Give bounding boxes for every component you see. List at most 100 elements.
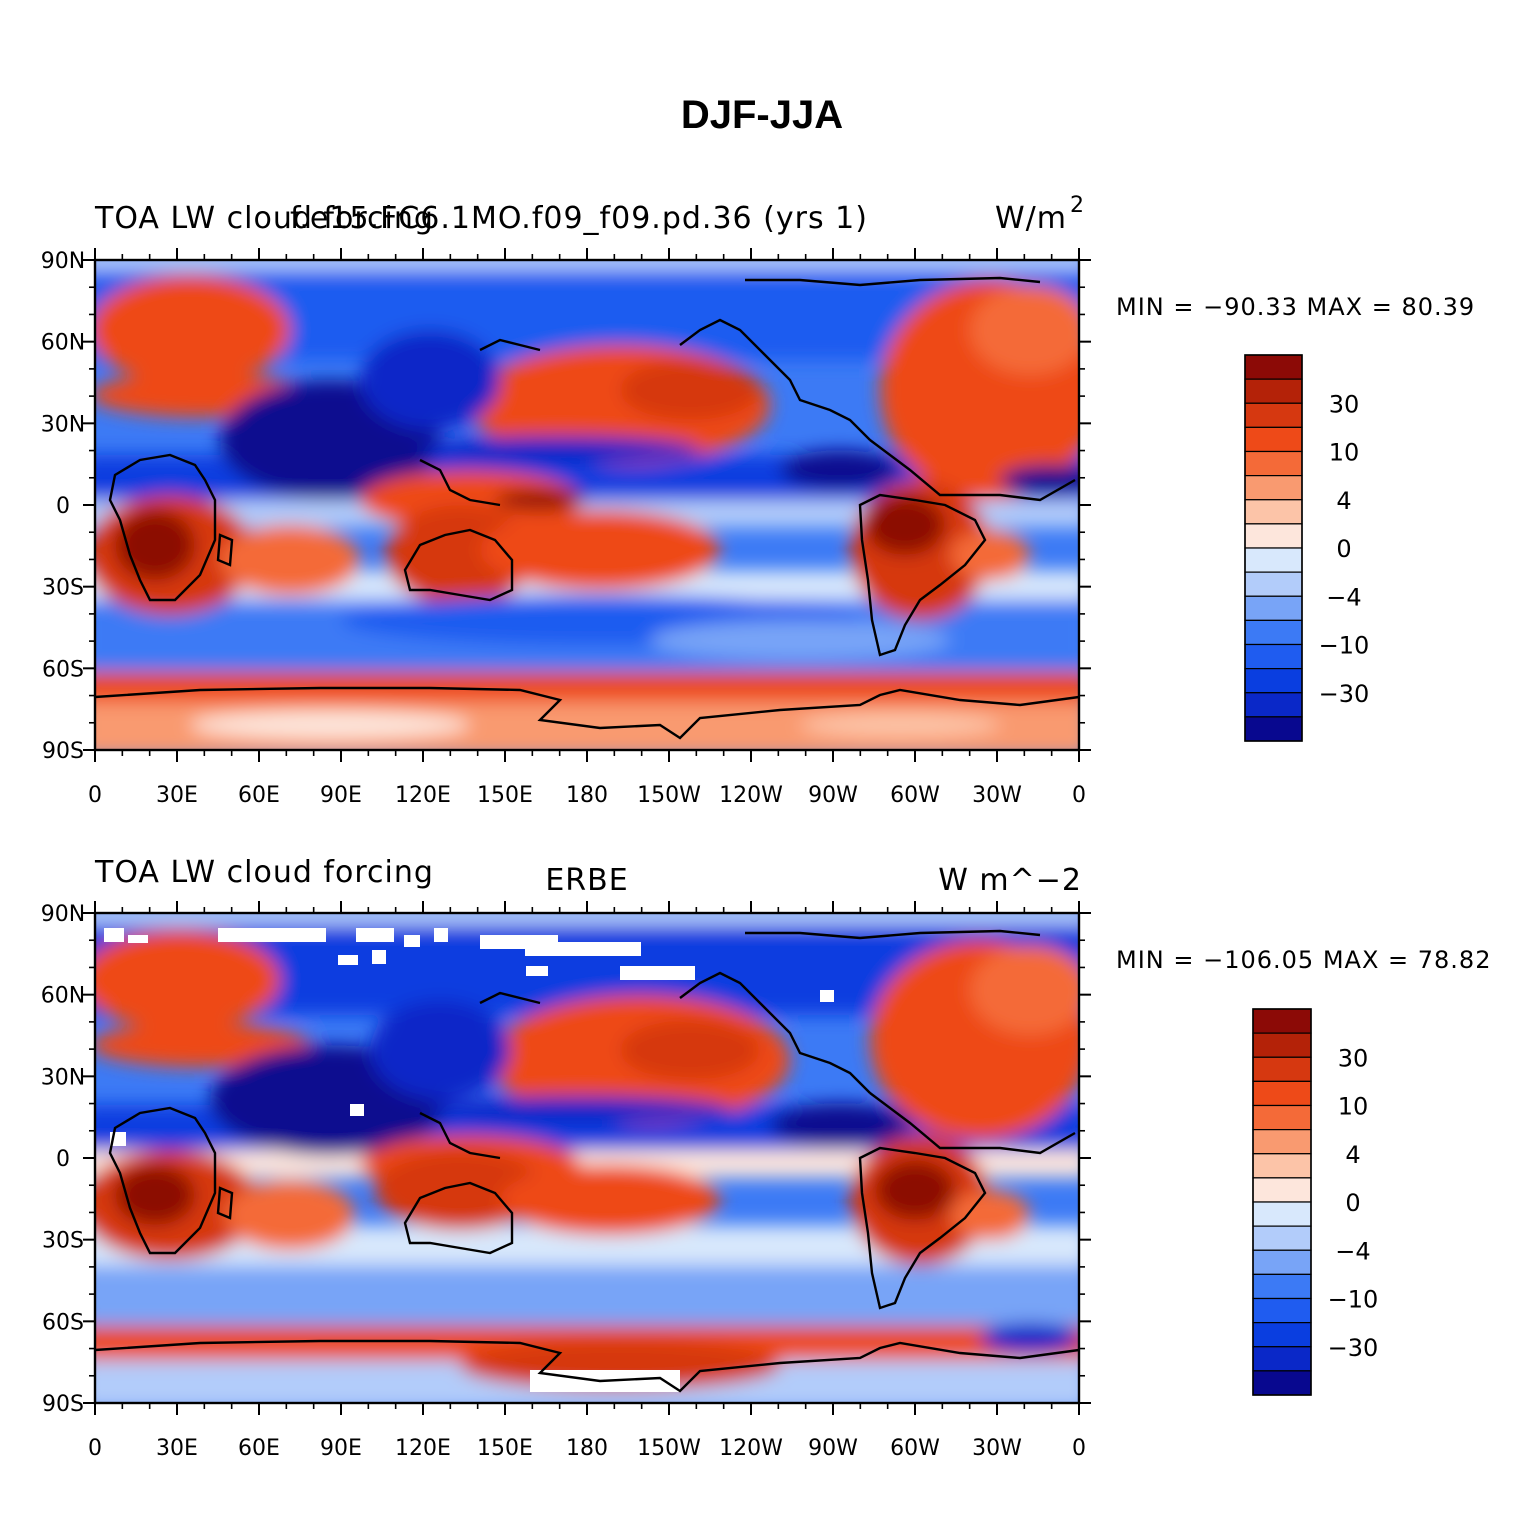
colorbar-swatch: [1252, 1370, 1312, 1396]
colorbar-swatch: [1244, 692, 1303, 718]
colorbar-swatch: [1252, 1322, 1312, 1348]
colorbar-swatch: [1252, 1273, 1312, 1300]
colorbar-label: −4: [1335, 1237, 1370, 1265]
lat-tick-label: 90N: [41, 249, 85, 274]
min-max-readout: MIN = −90.33 MAX = 80.39: [1116, 293, 1475, 321]
lon-tick-label: 0: [1072, 783, 1086, 808]
lat-tick-label: 90S: [42, 1392, 84, 1417]
colorbar-swatch: [1252, 1056, 1312, 1082]
lon-tick-label: 90W: [808, 783, 858, 808]
colorbar-swatch: [1252, 1297, 1312, 1324]
lon-tick-label: 120E: [395, 1436, 451, 1461]
lon-tick-label: 120W: [719, 1436, 783, 1461]
lon-tick-label: 150E: [477, 1436, 533, 1461]
panel-model: TOA LW cloud forcing f.e15.FC6.1MO.f09_f…: [41, 193, 1475, 808]
lat-tick-label: 90N: [41, 902, 85, 927]
colorbar-swatch: [1252, 1032, 1312, 1058]
colorbar-swatch: [1244, 354, 1303, 380]
colorbar-swatch: [1252, 1104, 1312, 1131]
lat-tick-label: 0: [56, 1147, 70, 1172]
lon-tick-label: 0: [88, 783, 102, 808]
colorbar-swatch: [1244, 716, 1303, 742]
colorbar-swatch: [1252, 1129, 1312, 1155]
panel-observations: TOA LW cloud forcing ERBE W m^−2: [41, 855, 1491, 1461]
lon-tick-label: 30W: [972, 1436, 1022, 1461]
colorbar-swatch: [1252, 1249, 1312, 1275]
colorbar-swatch: [1244, 402, 1303, 428]
lon-tick-label: 0: [1072, 1436, 1086, 1461]
colorbar-swatch: [1244, 643, 1303, 670]
lon-tick-label: 30E: [156, 1436, 198, 1461]
lat-tick-label: 30N: [41, 1065, 85, 1090]
lon-tick-label: 180: [566, 1436, 608, 1461]
lat-tick-label: 30S: [42, 576, 84, 601]
colorbar-swatch: [1244, 595, 1303, 621]
colorbar-swatch: [1244, 450, 1303, 477]
lon-tick-label: 90E: [320, 783, 362, 808]
panel-center-title: f.e15.FC6.1MO.f09_f09.pd.36 (yrs 1): [290, 201, 868, 236]
lon-tick-label: 120W: [719, 783, 783, 808]
lon-tick-label: 90W: [808, 1436, 858, 1461]
lat-tick-label: 60S: [42, 1310, 84, 1335]
colorbar-swatch: [1244, 547, 1303, 573]
colorbar-label: −4: [1326, 583, 1361, 611]
colorbar-swatch: [1244, 499, 1303, 525]
lon-tick-label: 60W: [890, 783, 940, 808]
lon-tick-label: 180: [566, 783, 608, 808]
colorbar-swatch: [1244, 523, 1303, 549]
lat-tick-label: 60N: [41, 331, 85, 356]
coastlines: [95, 276, 1079, 740]
colorbar-label: 10: [1338, 1093, 1369, 1121]
colorbar-swatch: [1252, 1225, 1312, 1251]
colorbar-swatch: [1252, 1201, 1312, 1227]
colorbar-label: 0: [1336, 535, 1351, 563]
lat-tick-label: 60S: [42, 657, 84, 682]
lat-tick-label: 30N: [41, 412, 85, 437]
colorbar-swatch: [1244, 668, 1303, 694]
colorbar-swatch: [1244, 571, 1303, 597]
lon-tick-label: 150W: [637, 783, 701, 808]
colorbar: 30 10 4 0 −4 −10 −30: [1244, 354, 1370, 742]
lon-tick-label: 90E: [320, 1436, 362, 1461]
colorbar-swatch: [1244, 619, 1303, 646]
panel-units: W/m: [995, 201, 1067, 236]
coastlines: [95, 929, 1079, 1393]
colorbar-label: 30: [1329, 390, 1360, 418]
panel-left-title: TOA LW cloud forcing: [94, 201, 434, 236]
colorbar-label: −10: [1328, 1286, 1379, 1314]
colorbar-swatch: [1252, 1153, 1312, 1179]
colorbar-label: −30: [1319, 680, 1370, 708]
lat-tick-label: 30S: [42, 1229, 84, 1254]
lon-tick-label: 120E: [395, 783, 451, 808]
colorbar-swatch: [1244, 426, 1303, 453]
lon-tick-label: 30W: [972, 783, 1022, 808]
colorbar-label: 30: [1338, 1044, 1369, 1072]
colorbar-label: 4: [1345, 1141, 1360, 1169]
colorbar-swatch: [1244, 378, 1303, 404]
map-field: [95, 913, 1079, 1403]
colorbar-swatch: [1252, 1346, 1312, 1372]
lon-tick-label: 150W: [637, 1436, 701, 1461]
colorbar-label: 10: [1329, 439, 1360, 467]
colorbar-label: −30: [1328, 1334, 1379, 1362]
lat-tick-label: 60N: [41, 984, 85, 1009]
lon-tick-label: 0: [88, 1436, 102, 1461]
figure-title: DJF-JJA: [681, 93, 843, 137]
colorbar-swatch: [1252, 1080, 1312, 1107]
panel-units-superscript: 2: [1070, 193, 1084, 218]
colorbar-label: −10: [1319, 632, 1370, 660]
colorbar-swatch: [1252, 1177, 1312, 1203]
lon-tick-label: 60E: [238, 783, 280, 808]
colorbar-swatch: [1252, 1008, 1312, 1034]
lon-tick-label: 150E: [477, 783, 533, 808]
colorbar-label: 0: [1345, 1189, 1360, 1217]
lon-tick-label: 30E: [156, 783, 198, 808]
lat-tick-label: 0: [56, 494, 70, 519]
colorbar-label: 4: [1336, 487, 1351, 515]
colorbar-swatch: [1244, 475, 1303, 501]
lon-tick-label: 60E: [238, 1436, 280, 1461]
lat-tick-label: 90S: [42, 739, 84, 764]
